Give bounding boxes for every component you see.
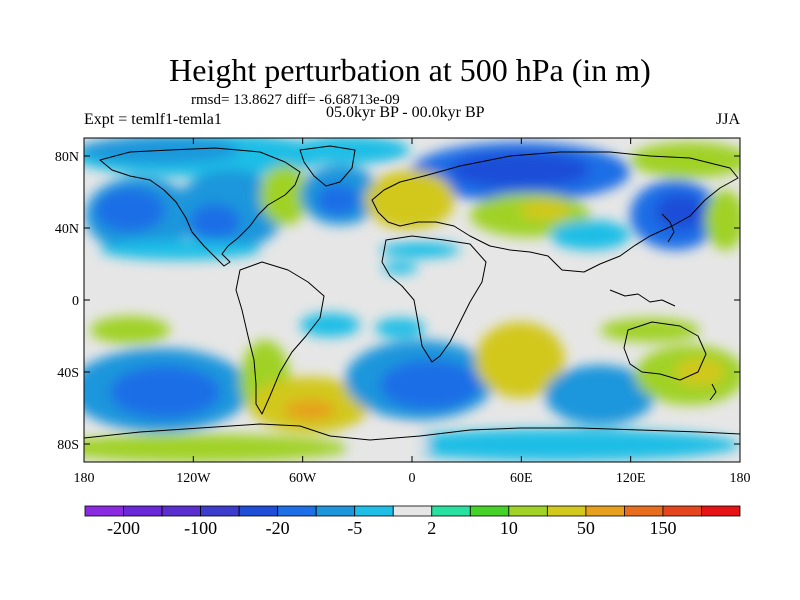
lat-tick-label: 0 bbox=[72, 294, 79, 309]
colorbar-swatch bbox=[315, 505, 356, 517]
colorbar-label: 50 bbox=[577, 518, 595, 538]
colorbar-swatch bbox=[662, 505, 702, 517]
coastlines bbox=[84, 145, 740, 441]
antarctica-outline bbox=[84, 423, 740, 441]
north-america-outline bbox=[99, 147, 301, 267]
colorbar-swatch bbox=[546, 505, 587, 517]
colorbar-swatch bbox=[624, 505, 664, 517]
lon-tick-label: 60W bbox=[289, 471, 317, 486]
experiment-label: Expt = temlf1-temla1 bbox=[84, 111, 222, 128]
greenland-outline bbox=[299, 145, 356, 187]
figure-title: Height perturbation at 500 hPa (in m) bbox=[169, 52, 651, 88]
lat-tick-label: 80S bbox=[57, 438, 79, 453]
colorbar-label: 2 bbox=[427, 518, 436, 538]
lon-tick-label: 0 bbox=[409, 471, 416, 486]
period-label: 05.0kyr BP - 00.0kyr BP bbox=[326, 104, 485, 121]
colorbar: -200 -100 -20 -5 2 10 50 150 bbox=[84, 505, 741, 538]
colorbar-swatch bbox=[701, 505, 741, 517]
colorbar-swatch bbox=[277, 505, 317, 517]
lon-tick-label: 60E bbox=[510, 471, 533, 486]
colorbar-label: -100 bbox=[184, 518, 217, 538]
colorbar-swatch bbox=[431, 505, 471, 517]
lon-tick-label: 120E bbox=[616, 471, 646, 486]
colorbar-swatch bbox=[469, 505, 510, 517]
southeast-asia-islands-outline bbox=[609, 289, 676, 307]
lon-tick-label: 180 bbox=[730, 471, 751, 486]
colorbar-swatch bbox=[84, 505, 124, 517]
africa-outline bbox=[381, 235, 487, 363]
contour-field bbox=[84, 138, 740, 462]
colorbar-swatch bbox=[508, 505, 548, 517]
colorbar-swatch bbox=[123, 505, 163, 517]
eurasia-outline bbox=[371, 151, 739, 273]
colorbar-label: -200 bbox=[107, 518, 140, 538]
lon-tick-label: 120W bbox=[176, 471, 211, 486]
longitude-axis: 180 120W 60W 0 60E 120E 180 bbox=[74, 138, 751, 486]
lat-tick-label: 40S bbox=[57, 366, 79, 381]
colorbar-swatch bbox=[392, 505, 433, 517]
colorbar-label: -5 bbox=[347, 518, 362, 538]
colorbar-swatch bbox=[200, 505, 240, 517]
colorbar-swatch bbox=[585, 505, 625, 517]
japan-outline bbox=[661, 213, 675, 243]
lat-tick-label: 80N bbox=[55, 150, 79, 165]
colorbar-label: 150 bbox=[649, 518, 676, 538]
colorbar-swatch bbox=[161, 505, 201, 517]
latitude-axis: 80N 40N 0 40S 80S bbox=[55, 150, 740, 453]
colorbar-label: 10 bbox=[500, 518, 518, 538]
lat-tick-label: 40N bbox=[55, 222, 79, 237]
colorbar-swatch bbox=[238, 505, 279, 517]
colorbar-label: -20 bbox=[266, 518, 290, 538]
lon-tick-label: 180 bbox=[74, 471, 95, 486]
south-america-outline bbox=[235, 261, 325, 415]
new-zealand-outline bbox=[709, 383, 717, 401]
stats-line: rmsd= 13.8627 diff= -6.68713e-09 bbox=[191, 92, 400, 108]
australia-outline bbox=[623, 321, 707, 381]
season-label: JJA bbox=[716, 111, 741, 128]
colorbar-swatch bbox=[354, 505, 394, 517]
